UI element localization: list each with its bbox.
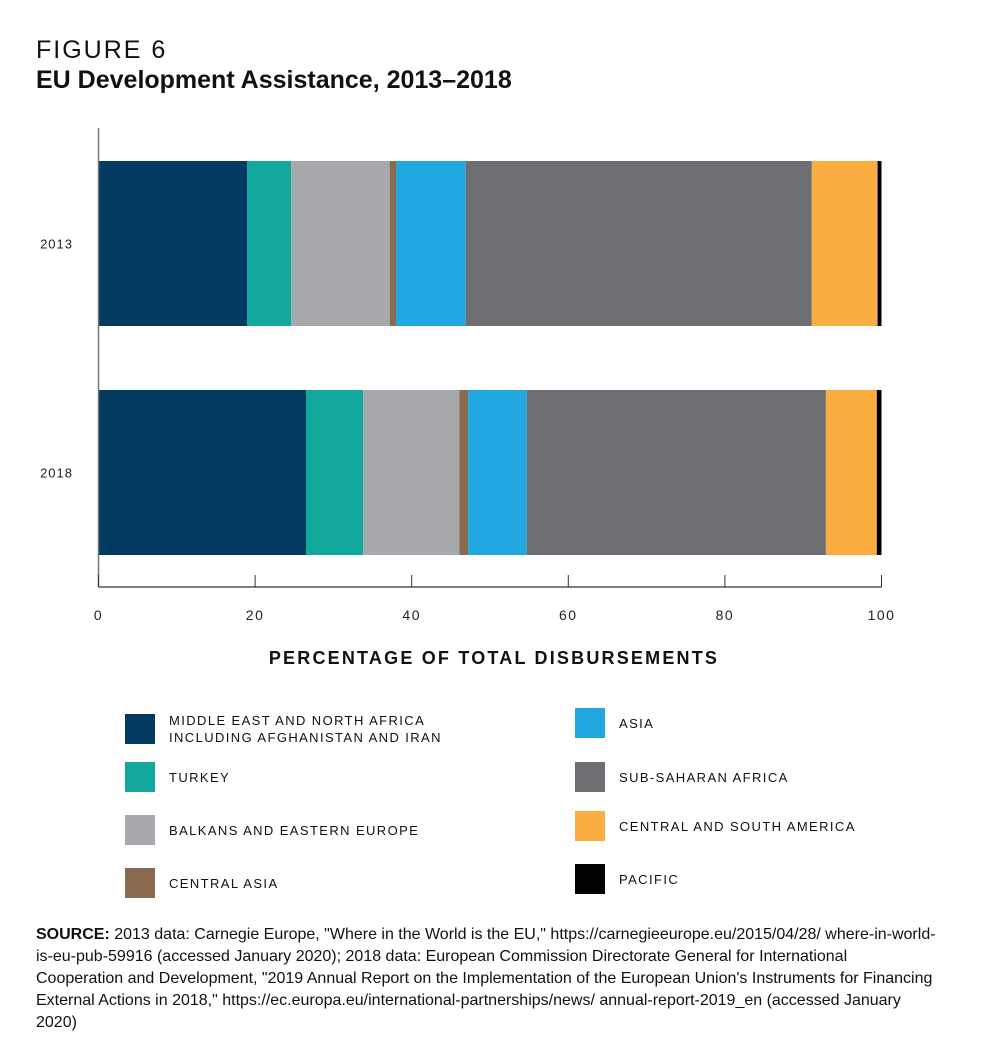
bar-segment	[291, 161, 390, 326]
x-tick-label: 80	[716, 607, 735, 623]
legend-label: TURKEY	[169, 769, 231, 785]
bar-segment	[98, 390, 306, 555]
legend-item: PACIFIC	[575, 864, 679, 894]
bar-segment	[877, 161, 882, 326]
source-note: SOURCE: 2013 data: Carnegie Europe, "Whe…	[36, 924, 936, 1034]
legend-label: MIDDLE EAST AND NORTH AFRICA INCLUDING AF…	[169, 713, 442, 745]
legend-item: MIDDLE EAST AND NORTH AFRICA INCLUDING AF…	[125, 712, 442, 746]
legend-swatch	[575, 811, 605, 841]
legend-label: BALKANS AND EASTERN EUROPE	[169, 822, 420, 838]
legend-item: CENTRAL AND SOUTH AMERICA	[575, 811, 856, 841]
legend-item: CENTRAL ASIA	[125, 868, 279, 898]
legend-label: SUB-SAHARAN AFRICA	[619, 769, 789, 785]
bar-segment	[363, 390, 460, 555]
legend-swatch	[125, 714, 155, 744]
legend-swatch	[125, 868, 155, 898]
legend-label: CENTRAL AND SOUTH AMERICA	[619, 818, 856, 834]
legend-swatch	[575, 762, 605, 792]
bar-segment	[465, 161, 812, 326]
legend-label: PACIFIC	[619, 871, 680, 887]
legend-swatch	[125, 762, 155, 792]
x-tick-label: 0	[94, 607, 103, 623]
figure-label: FIGURE 6	[36, 36, 168, 64]
chart-title: EU Development Assistance, 2013–2018	[36, 66, 512, 94]
x-tick-label: 100	[868, 607, 896, 623]
x-tick-label: 40	[402, 607, 421, 623]
bar-segment	[459, 390, 469, 555]
bar-segment	[305, 390, 364, 555]
legend-swatch	[125, 815, 155, 845]
bar-segment	[247, 161, 292, 326]
x-tick-label: 60	[559, 607, 578, 623]
legend-swatch	[575, 708, 605, 738]
legend-item: SUB-SAHARAN AFRICA	[575, 762, 789, 792]
x-axis-title: PERCENTAGE OF TOTAL DISBURSEMENTS	[269, 648, 719, 668]
legend-label: ASIA	[619, 715, 655, 731]
bar-segment	[876, 390, 882, 555]
stacked-bar-chart: 2013 2018 0 20 40 60 80 100 PERCENTAGE OF TOTAL …	[40, 128, 896, 668]
source-label: SOURCE:	[36, 926, 110, 943]
bar-segment	[389, 161, 397, 326]
legend-swatch	[575, 864, 605, 894]
x-tick-label: 20	[246, 607, 265, 623]
bar-segment	[468, 390, 527, 555]
bar-segment	[98, 161, 248, 326]
bar-segment	[811, 161, 878, 326]
bar-segment	[396, 161, 466, 326]
y-tick-label: 2018	[40, 466, 73, 481]
y-tick-label: 2013	[40, 237, 73, 252]
legend-item: BALKANS AND EASTERN EUROPE	[125, 815, 419, 845]
bar-segment	[825, 390, 877, 555]
legend-item: ASIA	[575, 708, 654, 738]
legend-label: CENTRAL ASIA	[169, 875, 279, 891]
source-text: 2013 data: Carnegie Europe, "Where in th…	[36, 926, 936, 1031]
bar-segment	[526, 390, 826, 555]
legend-item: TURKEY	[125, 762, 230, 792]
